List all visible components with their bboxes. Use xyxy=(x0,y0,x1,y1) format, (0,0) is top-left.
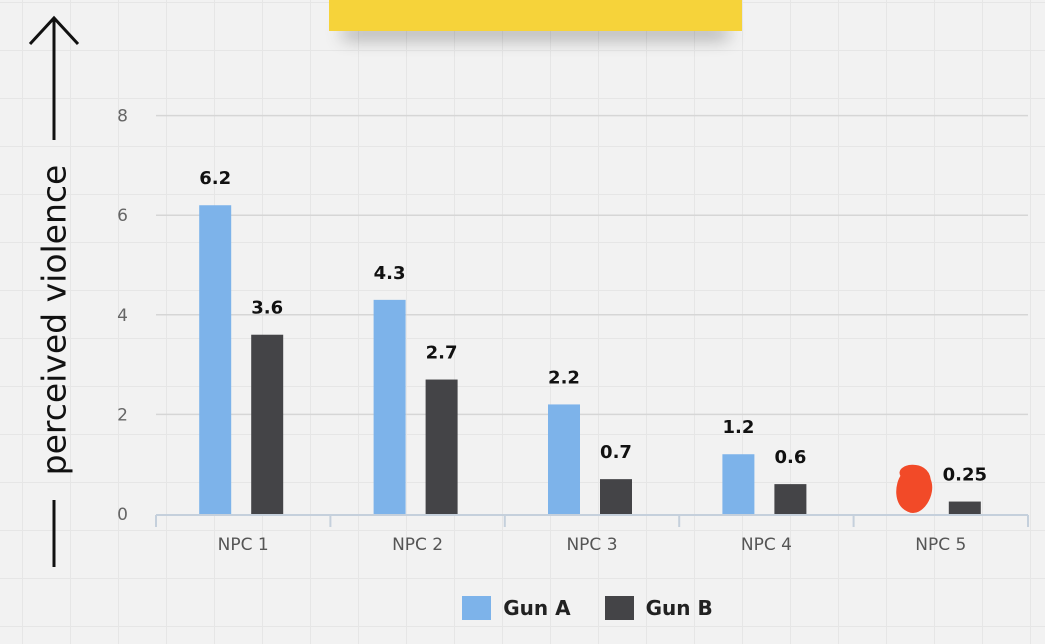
bar-gun-a-npc-3 xyxy=(548,404,580,514)
data-label-gun-b-npc-3: 0.7 xyxy=(600,442,632,463)
bar-gun-b-npc-3 xyxy=(600,479,632,514)
data-label-gun-b-npc-5: 0.25 xyxy=(943,465,987,486)
legend-label-gun-b: Gun B xyxy=(645,596,713,620)
legend-item-gun-a[interactable]: Gun A xyxy=(462,596,571,620)
sticky-note xyxy=(329,0,742,31)
y-axis-label-group: perceived violence xyxy=(0,0,110,644)
data-label-gun-b-npc-1: 3.6 xyxy=(251,298,283,319)
legend-item-gun-b[interactable]: Gun B xyxy=(604,596,713,620)
y-tick-label-4: 4 xyxy=(117,306,128,326)
bar-gun-b-npc-2 xyxy=(425,379,458,514)
x-tick-label-4: NPC 4 xyxy=(741,535,792,555)
x-tick-label-1: NPC 1 xyxy=(218,535,269,555)
data-label-gun-a-npc-4: 1.2 xyxy=(722,417,754,438)
bar-gun-a-npc-2 xyxy=(373,299,406,514)
bar-gun-b-npc-4 xyxy=(774,484,807,514)
y-tick-label-6: 6 xyxy=(117,206,128,226)
bar-gun-b-npc-1 xyxy=(251,334,284,514)
x-tick-label-3: NPC 3 xyxy=(566,535,617,555)
red-scribble-annotation xyxy=(896,464,933,513)
y-tick-label-0: 0 xyxy=(117,505,128,525)
bar-gun-b-npc-5 xyxy=(948,501,981,514)
data-label-gun-a-npc-3: 2.2 xyxy=(548,367,580,388)
y-axis-arrow xyxy=(28,15,80,567)
data-label-gun-a-npc-1: 6.2 xyxy=(199,168,231,189)
bar-gun-a-npc-1 xyxy=(199,205,232,515)
legend-swatch-gun-a xyxy=(462,596,492,620)
legend-label-gun-a: Gun A xyxy=(503,596,571,620)
x-tick-label-5: NPC 5 xyxy=(915,535,966,555)
data-label-gun-a-npc-2: 4.3 xyxy=(374,263,406,284)
legend-swatch-gun-b xyxy=(604,596,634,620)
y-axis-arrow-head xyxy=(28,15,80,46)
bar-gun-a-npc-4 xyxy=(722,454,755,514)
y-tick-label-8: 8 xyxy=(117,107,128,127)
data-label-gun-b-npc-4: 0.6 xyxy=(774,447,806,468)
x-tick-label-2: NPC 2 xyxy=(392,535,443,555)
data-label-gun-b-npc-2: 2.7 xyxy=(426,343,458,364)
y-tick-label-2: 2 xyxy=(117,405,128,425)
legend: Gun A Gun B xyxy=(0,596,1045,620)
